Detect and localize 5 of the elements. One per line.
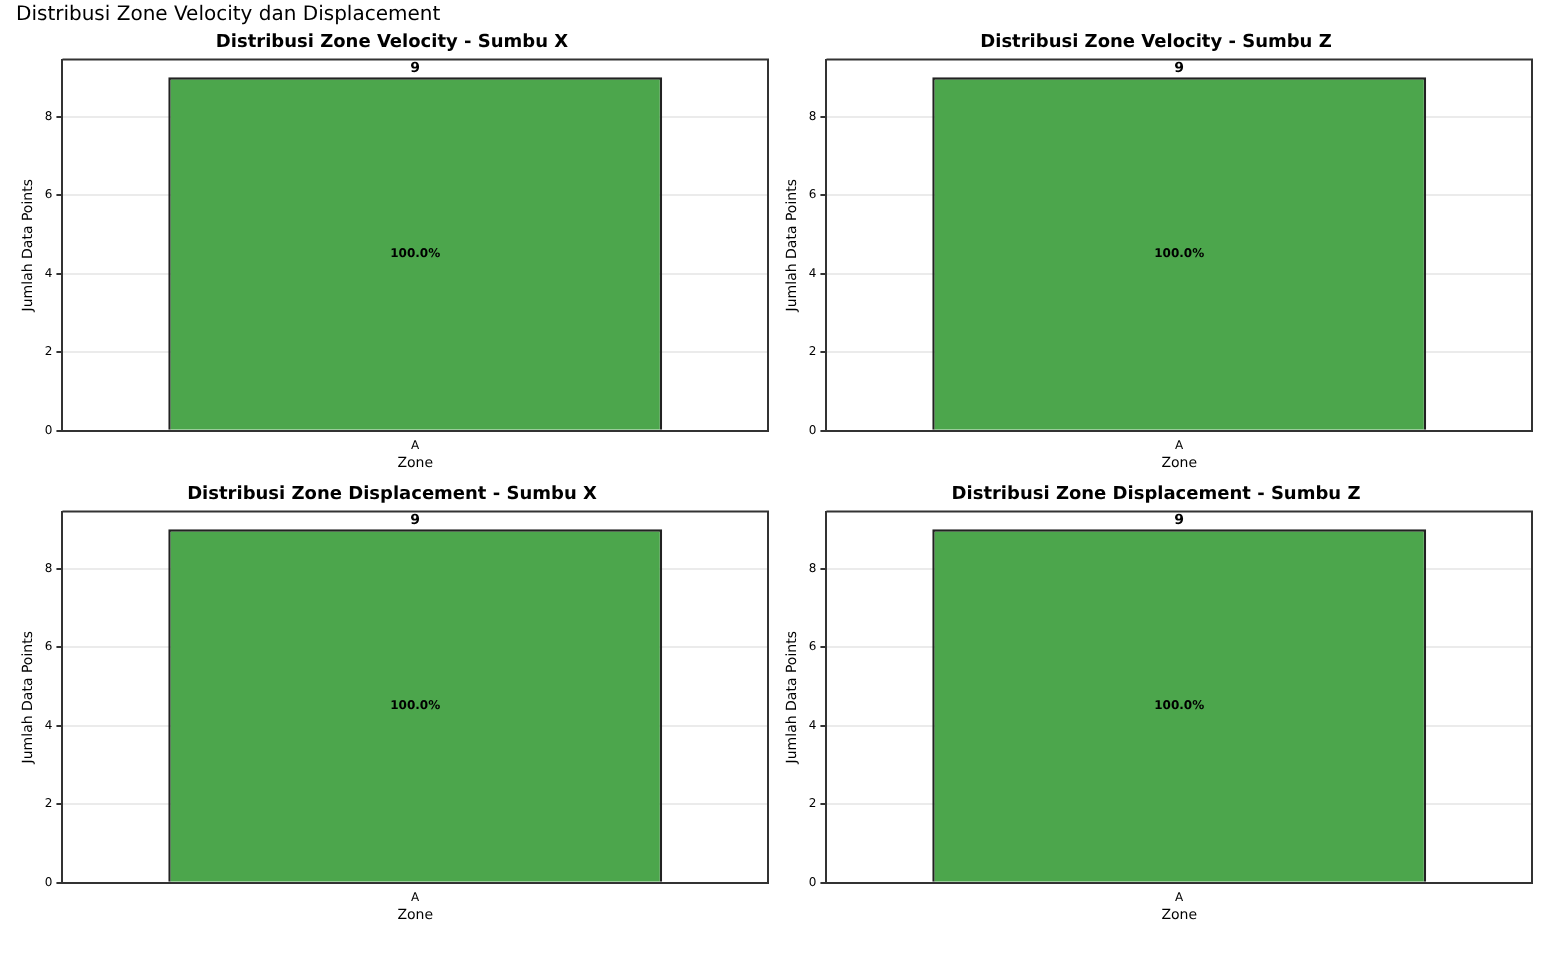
chart-title: Distribusi Zone Velocity - Sumbu Z — [980, 33, 1333, 54]
chart-title: Distribusi Zone Velocity - Sumbu X — [215, 33, 569, 54]
chart-title: Distribusi Zone Displacement - Sumbu X — [187, 485, 597, 506]
text: Distribusi Zone Velocity dan Displacement — [16, 4, 443, 28]
chart-title: Distribusi Zone Displacement - Sumbu Z — [951, 485, 1362, 506]
